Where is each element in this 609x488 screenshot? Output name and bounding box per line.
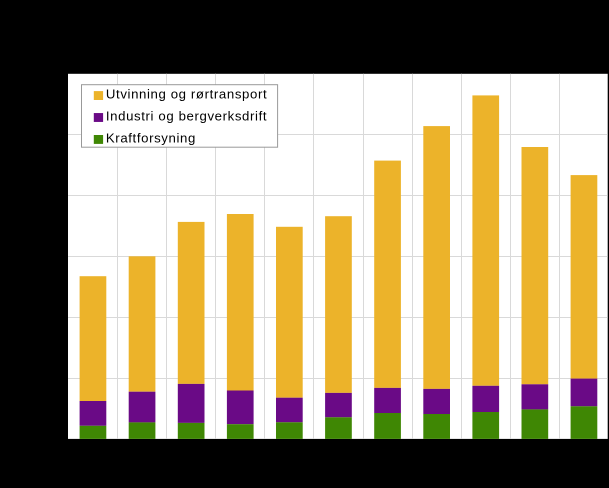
svg-text:Kraftforsyning: Kraftforsyning (106, 131, 196, 146)
svg-text:Utvinning og rørtransport: Utvinning og rørtransport (106, 87, 267, 102)
svg-text:Industri og bergverksdrift: Industri og bergverksdrift (106, 109, 267, 124)
